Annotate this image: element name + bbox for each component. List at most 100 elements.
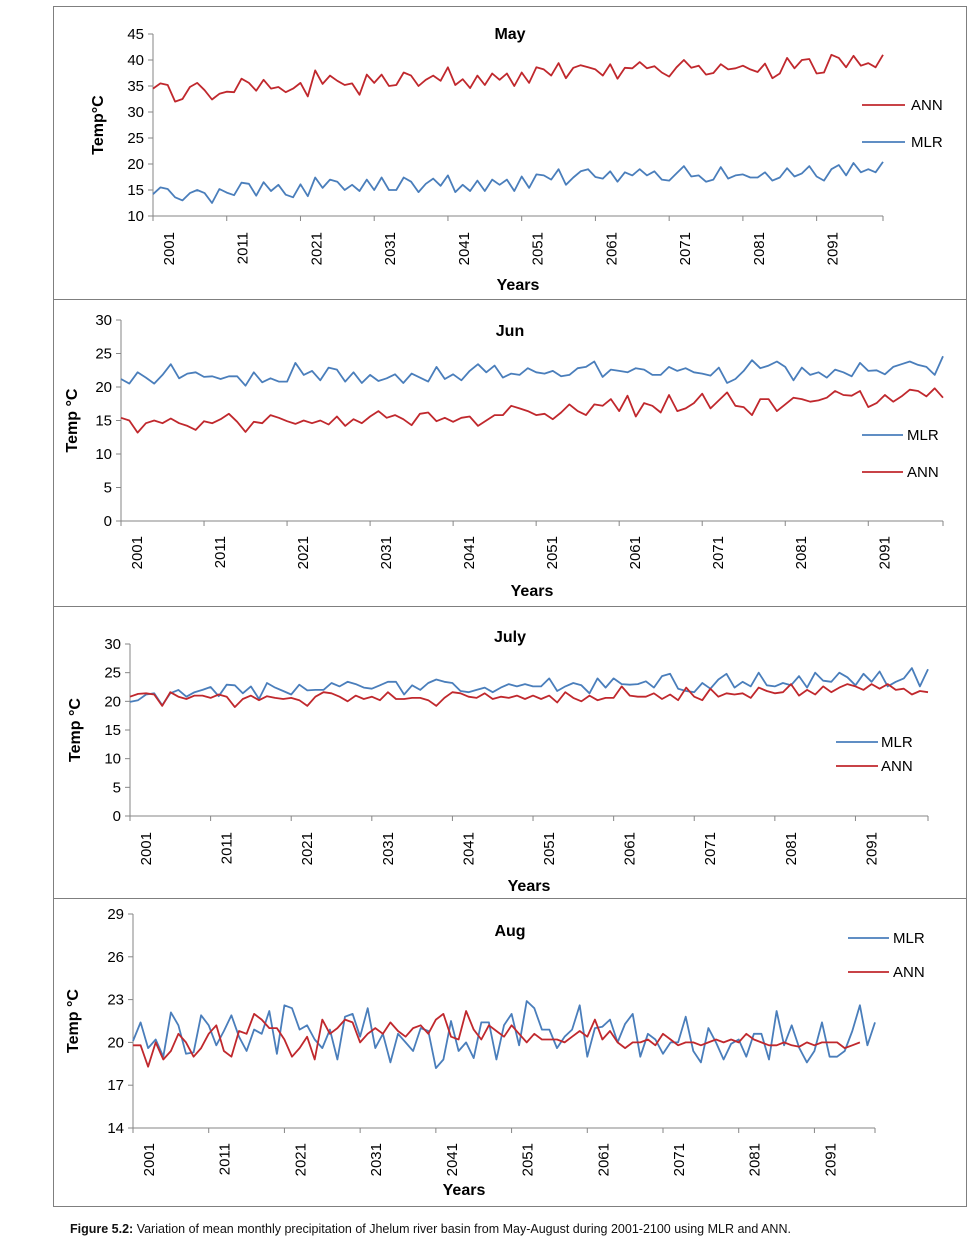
- series-line-ann-aug: [133, 1010, 861, 1068]
- y-tick-label-aug: 26: [107, 949, 124, 966]
- legend-label-mlr-july: MLR: [881, 734, 913, 751]
- x-tick-label-july: 2001: [138, 832, 155, 865]
- x-tick-label-jun: 2011: [212, 536, 229, 568]
- x-tick-label-july: 2031: [380, 832, 397, 865]
- y-tick-label-july: 0: [113, 808, 121, 825]
- y-tick-label-aug: 20: [107, 1034, 124, 1051]
- y-axis-title-july: Temp °C: [67, 698, 84, 762]
- x-tick-label-jun: 2051: [544, 536, 561, 569]
- legend-label-mlr-jun: MLR: [907, 427, 939, 444]
- chart-title-may: May: [494, 26, 525, 43]
- y-tick-label-aug: 29: [107, 906, 124, 923]
- caption-label: Figure 5.2:: [70, 1222, 134, 1236]
- legend-label-ann-aug: ANN: [893, 964, 925, 981]
- y-axis-title-aug: Temp °C: [65, 989, 82, 1053]
- y-tick-label-may: 20: [127, 156, 144, 173]
- chart-title-july: July: [494, 629, 526, 646]
- y-tick-label-aug: 17: [107, 1077, 124, 1094]
- x-tick-label-july: 2061: [622, 832, 639, 865]
- legend-label-mlr-may: MLR: [911, 134, 943, 151]
- y-tick-label-jun: 5: [104, 480, 112, 497]
- x-tick-label-may: 2021: [308, 232, 325, 265]
- x-tick-label-july: 2091: [863, 832, 880, 865]
- y-tick-label-july: 30: [104, 636, 121, 653]
- panel-frame-may: [53, 6, 967, 302]
- y-tick-label-july: 10: [104, 751, 121, 768]
- x-tick-label-july: 2071: [702, 832, 719, 865]
- chart-july: 0 5 10 15 20 25 30 2001 2011 2021 2031 2041 2051 2061…: [53, 606, 967, 899]
- x-tick-label-aug: 2091: [822, 1143, 839, 1176]
- x-tick-label-jun: 2061: [627, 536, 644, 569]
- y-tick-label-may: 25: [127, 130, 144, 147]
- panel-frame-july: [53, 606, 967, 899]
- legend-label-mlr-aug: MLR: [893, 930, 925, 947]
- x-tick-label-aug: 2061: [595, 1143, 612, 1176]
- chart-aug: 14 17 20 23 26 29 2001 2011 2021 2031 2041 2051 2061…: [53, 898, 967, 1207]
- y-axis-title-jun: Temp °C: [64, 388, 81, 452]
- panel-frame-jun: [53, 299, 967, 607]
- y-tick-label-may: 45: [127, 26, 144, 43]
- x-tick-label-july: 2041: [460, 832, 477, 865]
- x-tick-label-jun: 2031: [378, 536, 395, 569]
- y-tick-label-jun: 25: [95, 346, 112, 363]
- caption-text: Variation of mean monthly precipitation …: [133, 1222, 791, 1236]
- x-tick-label-july: 2051: [541, 832, 558, 865]
- y-tick-label-jun: 0: [104, 513, 112, 530]
- series-line-mlr-may: [152, 161, 884, 204]
- y-tick-label-may: 35: [127, 78, 144, 95]
- x-tick-label-july: 2081: [783, 832, 800, 865]
- x-tick-label-july: 2011: [219, 832, 236, 864]
- y-tick-label-may: 30: [127, 104, 144, 121]
- x-tick-label-jun: 2041: [461, 536, 478, 569]
- series-line-mlr-jun: [120, 355, 944, 387]
- x-axis-title-aug: Years: [443, 1182, 486, 1199]
- x-tick-label-jun: 2071: [710, 536, 727, 569]
- x-tick-label-jun: 2001: [129, 536, 146, 569]
- x-tick-label-may: 2091: [825, 232, 842, 265]
- y-tick-label-jun: 15: [95, 413, 112, 430]
- legend-label-ann-july: ANN: [881, 758, 913, 775]
- y-tick-label-jun: 30: [95, 312, 112, 329]
- y-tick-label-may: 40: [127, 52, 144, 69]
- x-tick-label-aug: 2011: [217, 1143, 234, 1175]
- x-tick-label-may: 2031: [382, 232, 399, 265]
- x-tick-label-aug: 2001: [141, 1143, 158, 1176]
- legend-label-ann-jun: ANN: [907, 464, 939, 481]
- y-tick-label-july: 25: [104, 665, 121, 682]
- y-tick-label-july: 5: [113, 779, 121, 796]
- chart-may: 10 15 20 25 30 35 40 45 2001 2011 2021 2031 2041 2051…: [53, 6, 967, 302]
- y-axis-title-may: Temp°C: [90, 95, 107, 155]
- x-tick-label-aug: 2071: [671, 1143, 688, 1176]
- series-line-ann-july: [129, 683, 929, 708]
- x-tick-label-may: 2001: [161, 232, 178, 265]
- series-line-mlr-aug: [132, 1000, 876, 1069]
- y-tick-label-may: 10: [127, 208, 144, 225]
- figure-caption: Figure 5.2: Variation of mean monthly pr…: [70, 1222, 791, 1236]
- x-axis-title-may: Years: [497, 277, 540, 294]
- x-tick-label-aug: 2051: [520, 1143, 537, 1176]
- y-tick-label-jun: 20: [95, 379, 112, 396]
- x-axis-title-jun: Years: [511, 583, 554, 600]
- x-tick-label-may: 2071: [677, 232, 694, 265]
- series-line-mlr-july: [129, 667, 929, 707]
- x-tick-label-aug: 2031: [368, 1143, 385, 1176]
- x-tick-label-jun: 2081: [793, 536, 810, 569]
- y-tick-label-may: 15: [127, 182, 144, 199]
- y-tick-label-aug: 23: [107, 992, 124, 1009]
- series-line-ann-may: [152, 53, 884, 103]
- x-tick-label-aug: 2021: [292, 1143, 309, 1176]
- legend-label-ann-may: ANN: [911, 97, 943, 114]
- x-tick-label-jun: 2091: [876, 536, 893, 569]
- y-tick-label-aug: 14: [107, 1120, 124, 1137]
- x-tick-label-may: 2011: [235, 232, 252, 264]
- series-line-ann-jun: [120, 387, 944, 434]
- x-tick-label-may: 2081: [751, 232, 768, 265]
- x-tick-label-july: 2021: [299, 832, 316, 865]
- y-tick-label-jun: 10: [95, 446, 112, 463]
- chart-title-aug: Aug: [494, 923, 525, 940]
- x-tick-label-jun: 2021: [295, 536, 312, 569]
- x-tick-label-may: 2051: [530, 232, 547, 265]
- chart-title-jun: Jun: [496, 323, 524, 340]
- x-tick-label-may: 2061: [603, 232, 620, 265]
